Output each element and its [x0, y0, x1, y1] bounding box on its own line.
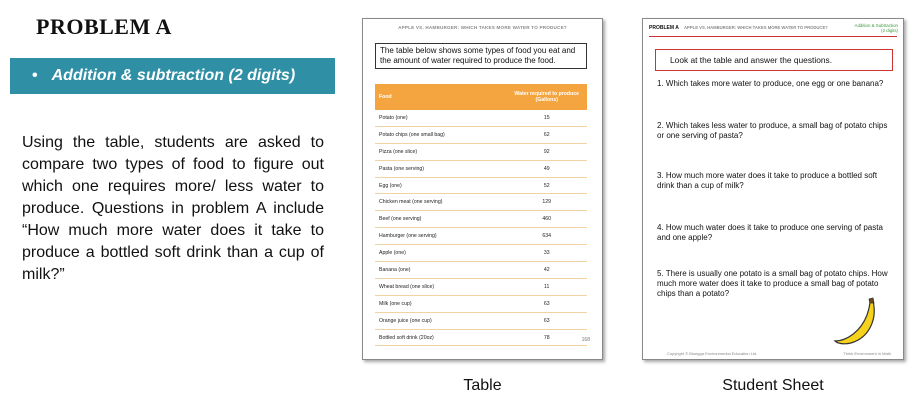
sheet-topic-tag: Addition & Subtraction (2 digits)	[855, 23, 898, 33]
food-water-table: Food Water required to produce (Gallons)…	[375, 84, 587, 347]
problem-heading: PROBLEM A	[36, 14, 172, 39]
water-cell: 49	[506, 160, 587, 178]
food-cell: Beef (one serving)	[375, 210, 507, 229]
footer-copyright: Copyright © Bluegga Environmental Educat…	[667, 351, 758, 356]
sheet-problem-label: PROBLEM A	[649, 25, 679, 31]
food-cell: Hamburger (one serving)	[375, 227, 507, 246]
question-2: 2. Which takes less water to produce, a …	[657, 121, 888, 140]
water-cell: 62	[506, 126, 587, 144]
water-cell: 78	[506, 329, 587, 347]
food-cell: Orange juice (one cup)	[375, 312, 507, 330]
food-cell: Banana (one)	[375, 261, 507, 279]
food-cell: Wheat bread (one slice)	[375, 278, 507, 296]
sheet-header: PROBLEM A APPLE VS. HAMBURGER: WHICH TAK…	[649, 25, 828, 31]
caption-student-sheet: Student Sheet	[722, 377, 824, 394]
sheet-subtitle: APPLE VS. HAMBURGER: WHICH TAKES MORE WA…	[684, 25, 828, 30]
water-cell: 52	[506, 177, 587, 195]
food-cell: Chicken meat (one serving)	[375, 193, 507, 212]
water-cell: 63	[506, 312, 587, 330]
food-cell: Pasta (one serving)	[375, 160, 507, 178]
table-row: Apple (one) 33	[375, 244, 587, 263]
col-header-food: Food	[375, 84, 507, 110]
description-text: Using the table, students are asked to c…	[22, 134, 324, 283]
water-cell: 634	[506, 227, 587, 246]
bullet-icon: •	[32, 67, 38, 84]
page-number: 168	[581, 337, 590, 343]
table-header-row: Food Water required to produce (Gallons)	[375, 84, 587, 110]
food-cell: Pizza (one slice)	[375, 143, 507, 161]
food-cell: Bottled soft drink (20oz)	[375, 329, 507, 347]
food-cell: Potato chips (one small bag)	[375, 126, 507, 144]
sheet-tag-line2: (2 digits)	[881, 28, 898, 33]
instruction-box: Look at the table and answer the questio…	[655, 49, 893, 71]
food-cell: Egg (one)	[375, 177, 507, 195]
water-cell: 92	[506, 143, 587, 161]
table-row: Hamburger (one serving) 634	[375, 227, 587, 246]
water-cell: 63	[506, 295, 587, 313]
sheet-tag-line1: Addition & Subtraction	[854, 23, 898, 28]
table-page-title: APPLE VS. HAMBURGER: WHICH TAKES MORE WA…	[398, 25, 567, 30]
table-row: Pizza (one slice) 92	[375, 143, 587, 161]
col-header-water: Water required to produce (Gallons)	[506, 84, 587, 110]
water-cell: 460	[506, 210, 587, 229]
table-row: Potato (one) 15	[375, 110, 587, 127]
table-row: Beef (one serving) 460	[375, 210, 587, 229]
banana-icon	[833, 297, 875, 345]
water-cell: 129	[506, 193, 587, 212]
question-5: 5. There is usually one potato is a smal…	[657, 269, 888, 298]
topic-label: Addition & subtraction (2 digits)	[51, 67, 296, 84]
header-divider	[649, 36, 897, 37]
food-cell: Milk (one cup)	[375, 295, 507, 313]
food-cell: Potato (one)	[375, 110, 507, 127]
table-row: Chicken meat (one serving) 129	[375, 193, 587, 212]
table-row: Orange juice (one cup) 63	[375, 312, 587, 330]
table-row: Pasta (one serving) 49	[375, 160, 587, 178]
question-4: 4. How much water does it take to produc…	[657, 223, 883, 242]
food-cell: Apple (one)	[375, 244, 507, 263]
question-1: 1. Which takes more water to produce, on…	[657, 79, 884, 88]
student-sheet-thumbnail: PROBLEM A APPLE VS. HAMBURGER: WHICH TAK…	[642, 18, 904, 360]
table-row: Banana (one) 42	[375, 261, 587, 279]
water-cell: 15	[506, 110, 587, 127]
table-row: Egg (one) 52	[375, 177, 587, 195]
caption-table: Table	[463, 377, 502, 394]
table-intro: The table below shows some types of food…	[375, 43, 587, 69]
table-page-thumbnail: APPLE VS. HAMBURGER: WHICH TAKES MORE WA…	[362, 18, 603, 360]
question-3: 3. How much more water does it take to p…	[657, 171, 878, 190]
table-row: Bottled soft drink (20oz) 78	[375, 329, 587, 347]
water-cell: 42	[506, 261, 587, 279]
topic-banner: • Addition & subtraction (2 digits)	[10, 58, 335, 94]
table-row: Potato chips (one small bag) 62	[375, 126, 587, 144]
water-cell: 11	[506, 278, 587, 296]
table-row: Wheat bread (one slice) 11	[375, 278, 587, 296]
water-cell: 33	[506, 244, 587, 263]
table-row: Milk (one cup) 63	[375, 295, 587, 313]
footer-brand: Think Environment in Math	[843, 351, 891, 356]
